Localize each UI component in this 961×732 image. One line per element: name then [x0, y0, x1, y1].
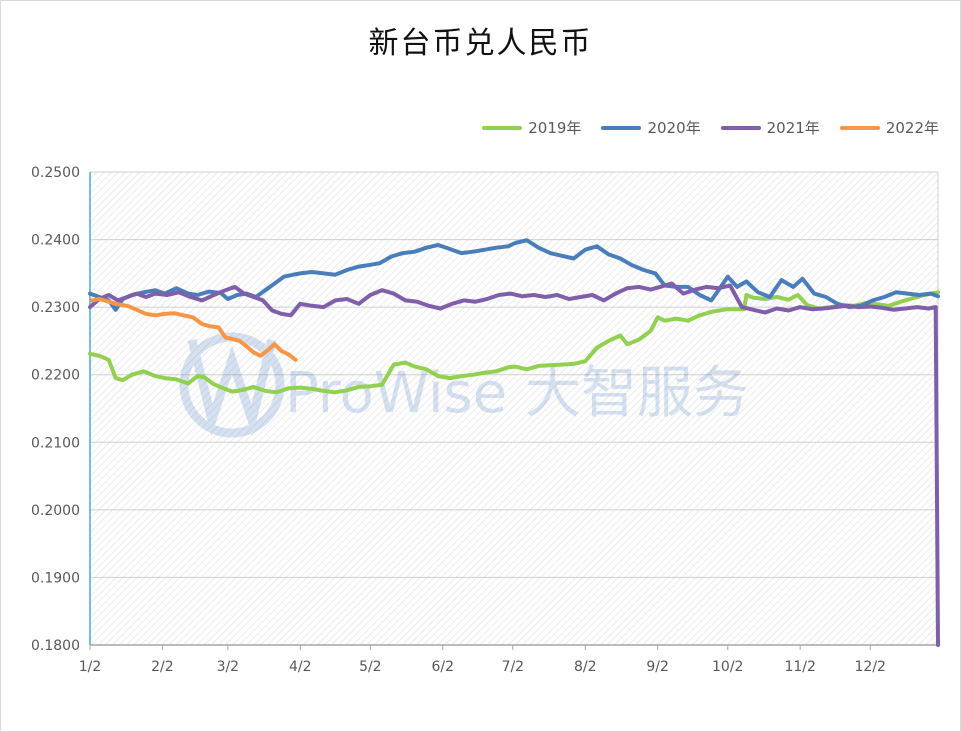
- legend-label-2022: 2022年: [885, 119, 939, 137]
- chart-title: 新台币兑人民币: [368, 26, 593, 61]
- x-tick-label: 11/2: [784, 659, 815, 675]
- x-tick-label: 9/2: [646, 659, 669, 675]
- series-line-3: [88, 281, 940, 647]
- y-tick-labels: 0.2500 0.2400 0.2300 0.2200 0.2100 0.2000 0.19…: [31, 165, 80, 654]
- series-line-1: [88, 290, 940, 395]
- x-tick-label: 7/2: [502, 659, 525, 675]
- series-group: [88, 238, 940, 647]
- watermark: ProWise 大智服务: [179, 332, 749, 438]
- x-tick-label: 5/2: [359, 659, 382, 675]
- legend-swatch-2022: [839, 125, 880, 130]
- x-tick-label: 1/2: [79, 659, 102, 675]
- legend-item-2020: 2020年: [601, 117, 701, 138]
- x-tick-labels: 1/2 2/2 3/2 4/2 5/2 6/2 7/2 8/2 9/2 10/2 11/2 12/2: [79, 659, 886, 675]
- legend-item-2019: 2019年: [482, 117, 581, 138]
- plot-area-background: [90, 172, 938, 645]
- x-tick-label: 6/2: [431, 659, 454, 675]
- y-tick-label: 0.2400: [31, 233, 80, 249]
- legend-item-2022: 2022年: [839, 117, 939, 138]
- watermark-text: ProWise 大智服务: [285, 361, 749, 426]
- y-tick-label: 0.1900: [31, 570, 80, 586]
- series-line-4: [90, 297, 298, 362]
- legend-swatch-2020: [601, 125, 642, 130]
- x-tick-label: 4/2: [289, 659, 312, 675]
- y-tick-label: 0.2300: [31, 300, 80, 316]
- legend-label-2020: 2020年: [647, 119, 701, 137]
- legend-label-2019: 2019年: [528, 119, 582, 137]
- x-tick-label: 3/2: [217, 659, 240, 675]
- y-tick-label: 0.2500: [31, 165, 80, 181]
- x-tick-label: 12/2: [855, 659, 886, 675]
- x-tick-label: 10/2: [712, 659, 743, 675]
- y-tick-label: 0.2100: [31, 435, 80, 451]
- y-tick-label: 0.2200: [31, 368, 80, 384]
- legend-item-2021: 2021年: [720, 117, 820, 138]
- y-tick-label: 0.1800: [31, 638, 80, 654]
- chart-legend: 2019年 2020年 2021年 2022年: [482, 117, 939, 138]
- axes: [89, 172, 938, 650]
- y-tick-label: 0.2000: [31, 503, 80, 519]
- legend-swatch-2021: [720, 125, 761, 130]
- legend-swatch-2019: [482, 125, 523, 130]
- legend-label-2021: 2021年: [766, 119, 820, 137]
- x-tick-label: 2/2: [151, 659, 174, 675]
- x-tick-label: 8/2: [574, 659, 597, 675]
